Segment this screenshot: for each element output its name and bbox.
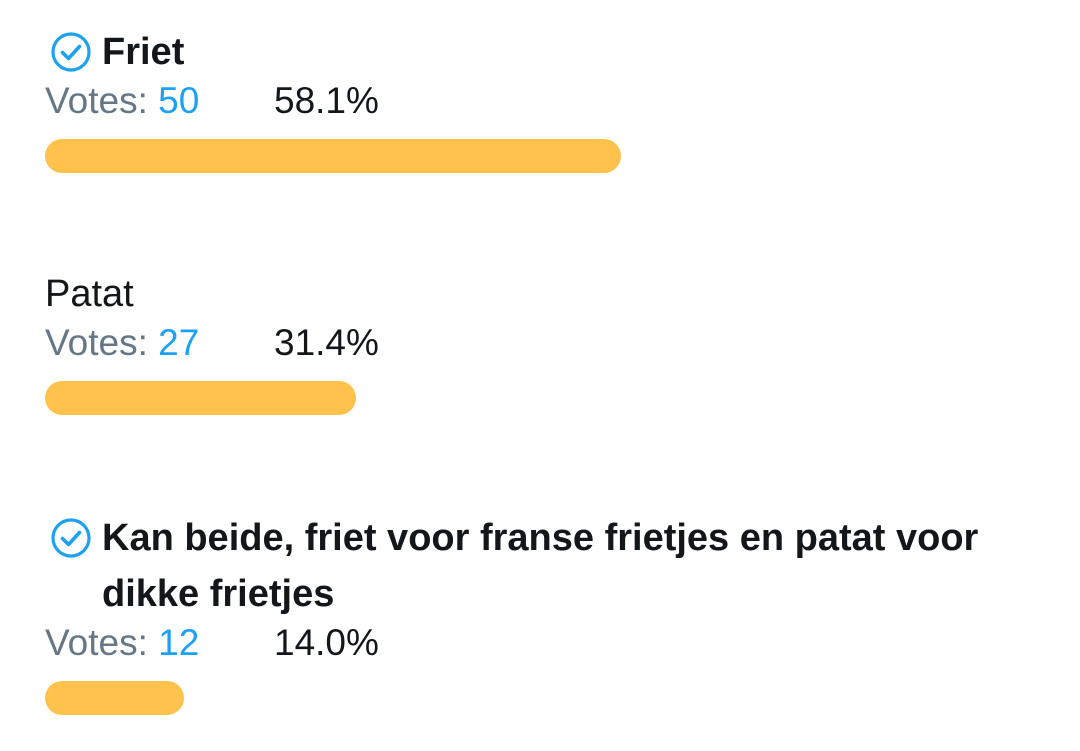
poll-option-patat: Patat Votes: 27 31.4% [45, 266, 1035, 415]
votes-line: Votes: 27 31.4% [45, 318, 1035, 368]
votes-line: Votes: 50 58.1% [45, 76, 1035, 126]
votes-label: Votes: [45, 322, 159, 363]
votes-percentage: 58.1% [274, 80, 379, 121]
check-circle-icon [51, 518, 91, 558]
poll-option-kan-beide: Kan beide, friet voor franse frietjes en… [45, 510, 1035, 715]
option-label: Patat [45, 273, 134, 315]
votes-label: Votes: [45, 80, 159, 121]
votes-count: 27 [158, 322, 200, 363]
poll-option-friet: Friet Votes: 50 58.1% [45, 24, 1035, 173]
votes-percentage: 31.4% [274, 322, 379, 363]
option-label: Friet [102, 31, 185, 73]
result-bar [45, 139, 621, 173]
poll-option-title: Friet [45, 24, 1035, 80]
votes-count: 50 [158, 80, 200, 121]
result-bar [45, 381, 356, 415]
result-bar-track [45, 139, 625, 173]
result-bar-track [45, 681, 625, 715]
poll-option-title: Kan beide, friet voor franse frietjes en… [45, 510, 1035, 622]
option-label: Kan beide, friet voor franse frietjes en… [102, 517, 979, 615]
result-bar-track [45, 381, 625, 415]
result-bar [45, 681, 184, 715]
poll-option-title: Patat [45, 266, 1035, 322]
votes-count: 12 [158, 622, 200, 663]
votes-percentage: 14.0% [274, 622, 379, 663]
votes-label: Votes: [45, 622, 159, 663]
check-circle-icon [51, 32, 91, 72]
votes-line: Votes: 12 14.0% [45, 618, 1035, 668]
